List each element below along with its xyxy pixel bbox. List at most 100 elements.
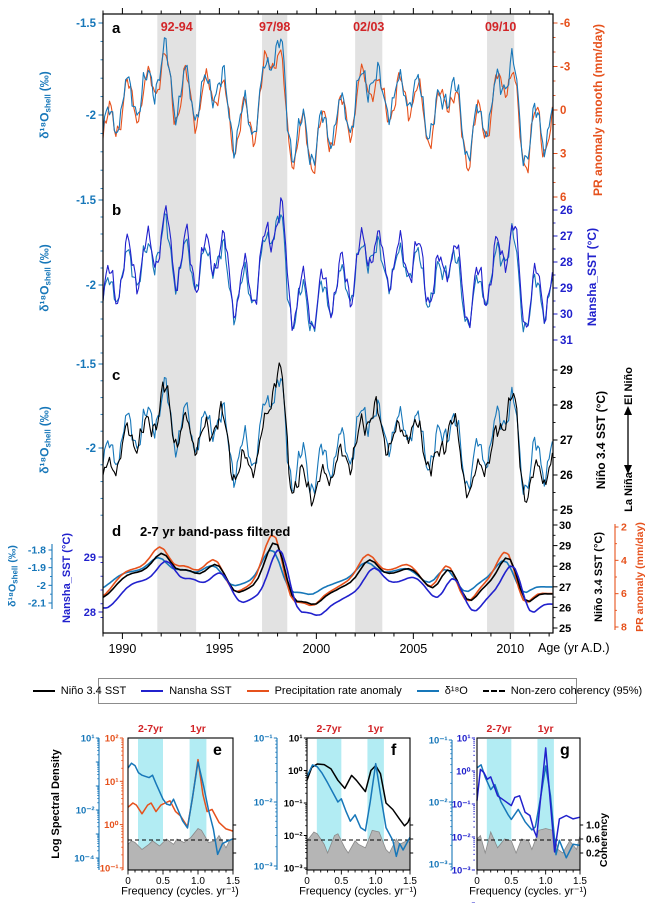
PR_bp-curve-panel-d — [103, 534, 553, 607]
log-tick-label: 10⁻³ — [429, 860, 448, 871]
legend-item: Nansha SST — [141, 685, 232, 697]
coherency-tick-label: 1.0 — [586, 821, 600, 832]
y-tick-label: 29 — [559, 541, 571, 553]
el-nino-band — [262, 15, 288, 632]
freq-tick-label: 0.5 — [334, 876, 348, 887]
x-tick-label: 2010 — [496, 642, 524, 656]
panel-a-right-axis-title: PR anomaly smooth (mm/day) — [591, 23, 605, 197]
PR_anomaly_smooth-curve-panel-a — [103, 49, 553, 174]
y-tick-label: 27 — [560, 231, 573, 243]
Nino34_bp-curve-panel-d — [103, 542, 553, 605]
log-tick-label: 10⁻² — [284, 831, 303, 842]
panel-c-right-axis-title: Niño 3.4 SST (°C) — [594, 390, 608, 490]
y-tick-label: 6 — [560, 192, 566, 204]
frame-and-labels — [102, 13, 554, 634]
frequency-label-f: Frequency (cycles. yr⁻¹) — [299, 885, 417, 898]
y-tick-label: 28 — [560, 400, 573, 412]
coherency-tick-label: 0.2 — [586, 849, 600, 860]
panel-e-letter: e — [213, 742, 222, 759]
freq-band-label: 1yr — [538, 723, 554, 735]
legend-line-sample — [32, 690, 55, 692]
y-tick-label: -2 — [86, 280, 96, 292]
event-label: 02/03 — [353, 20, 384, 34]
legend-item-label: Nansha SST — [169, 685, 232, 697]
panel-c-left-axis-title: δ¹⁸Oshell(‰) — [37, 406, 53, 474]
y-tick-label: 30 — [560, 309, 573, 321]
log-tick-label: 10⁻² — [254, 798, 273, 809]
legend-item-label: δ¹⁸O — [444, 685, 468, 697]
panel-a-left-axis-title: δ¹⁸Oshell (‰) — [38, 71, 53, 139]
freq-tick-label: 1.0 — [369, 876, 383, 887]
freq-tick-label: 1.5 — [226, 876, 240, 887]
y-tick-label: -2 — [86, 443, 96, 455]
y-tick-label: 25 — [560, 505, 573, 517]
panel-b-right-axis-title: Nansha_SST (°C) — [585, 227, 599, 327]
el-nino-band — [487, 15, 515, 632]
el-nino-band — [355, 15, 383, 632]
y-tick-label: -2.1 — [28, 598, 46, 610]
freq-tick-label: 1.5 — [403, 876, 417, 887]
y-tick-label: -2 — [86, 110, 96, 122]
legend-item: δ¹⁸O — [416, 685, 468, 697]
timeseries-curves — [103, 37, 553, 616]
legend-item-label: Precipitation rate anomaly — [274, 685, 402, 697]
log-tick-label: 10¹ — [457, 734, 471, 745]
legend-line-sample — [416, 690, 439, 692]
y-tick-label: 4 — [621, 555, 627, 567]
d18O_shell-curve-panel-c — [103, 376, 553, 495]
coherency-fill — [306, 829, 411, 871]
log-tick-label: 10² — [105, 734, 119, 745]
age-axis-label: Age (yr A.D.) — [538, 641, 610, 655]
log-tick-label: 10⁰ — [288, 766, 303, 777]
log-tick-label: 10⁻¹ — [254, 734, 273, 745]
y-tick-label: 28 — [559, 561, 571, 573]
log-tick-label: 10⁰ — [456, 767, 471, 778]
x-tick-label: 2000 — [302, 642, 330, 656]
y-tick-label: -6 — [560, 18, 570, 30]
freq-band-label: 2-7yr — [487, 723, 512, 735]
y-tick-label: 26 — [559, 602, 571, 614]
log-tick-label: 10⁻² — [452, 833, 471, 844]
legend: Niño 3.4 SST Nansha SST Precipitation rate… — [32, 678, 642, 704]
y-tick-label: 29 — [560, 283, 573, 295]
Nino34_SST-curve-panel-c — [103, 362, 553, 507]
log-tick-label: 10¹ — [105, 777, 119, 788]
la-nina-label: La Niña — [623, 472, 635, 512]
y-tick-label: 29 — [560, 365, 573, 377]
panel-d-letter: d — [112, 523, 122, 540]
d18o-unit: (‰) — [37, 71, 52, 92]
y-tick-label: -1.5 — [76, 195, 96, 207]
band-pass-note: 2-7 yr band-pass filtered — [140, 524, 291, 539]
δ¹⁸O-spectrum — [306, 762, 411, 858]
legend-line-sample — [141, 690, 164, 692]
legend-line-sample — [246, 690, 269, 692]
legend-item-label: Non-zero coherency (95%) — [510, 685, 643, 697]
axes: 1990 1995 2000 2005 2010 -1.5 -2 -6 -3 0 3 6 -1.5 -2 2… — [28, 8, 632, 656]
y-tick-label: 28 — [84, 607, 96, 619]
freq-tick-label: 0.5 — [504, 876, 518, 887]
y-tick-label: 28 — [560, 257, 573, 269]
Nansha_SST-curve-panel-b — [103, 197, 553, 332]
freq-tick-label: 0 — [125, 876, 131, 887]
log-tick-label: 10⁻¹ — [429, 736, 448, 747]
panel-b-left-axis-title: δ¹⁸Oshell(‰) — [37, 244, 53, 312]
freq-band-label: 2-7yr — [138, 723, 163, 735]
log-tick-label: 10⁻³ — [254, 862, 273, 873]
panel-d-nino-axis-title: Niño 3.4 SST (°C) — [593, 532, 605, 622]
freq-band-label: 2-7yr — [317, 723, 342, 735]
coherency-axis-label: Coherency — [598, 812, 610, 868]
freq-tick-label: 0 — [304, 876, 310, 887]
δ¹⁸O-spectrum — [127, 761, 234, 856]
frequency-label-e: Frequency (cycles. yr⁻¹) — [121, 885, 239, 898]
y-tick-label: 27 — [560, 435, 573, 447]
freq-band-label: 1yr — [368, 723, 384, 735]
y-tick-label: -1.5 — [76, 359, 96, 371]
x-tick-label: 1995 — [205, 642, 233, 656]
Nansha SST-spectrum — [476, 747, 581, 853]
d18o-symbol: δ¹⁸O — [37, 112, 52, 139]
spectrum-frame — [476, 737, 581, 871]
y-tick-label: 0 — [560, 105, 566, 117]
log-tick-label: 10⁻² — [429, 798, 448, 809]
